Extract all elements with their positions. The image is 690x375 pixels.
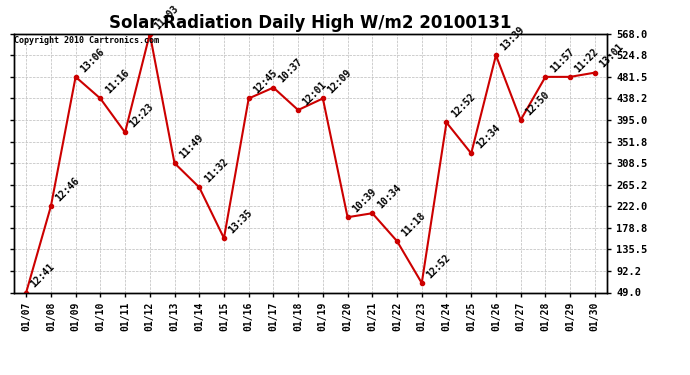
Text: 12:23: 12:23 [128,102,156,130]
Text: 11:16: 11:16 [103,68,131,96]
Text: 13:35: 13:35 [227,207,255,236]
Text: 10:34: 10:34 [375,183,403,210]
Text: 11:22: 11:22 [573,46,601,74]
Text: 11:49: 11:49 [177,132,205,160]
Text: 12:46: 12:46 [54,176,81,204]
Text: 11:32: 11:32 [202,157,230,184]
Text: 12:09: 12:09 [326,68,353,96]
Text: 12:50: 12:50 [524,89,551,117]
Text: 11:03: 11:03 [152,3,180,31]
Text: 12:52: 12:52 [424,252,453,280]
Text: 12:01: 12:01 [301,80,328,107]
Text: 12:34: 12:34 [474,123,502,151]
Text: 12:52: 12:52 [449,92,477,120]
Text: 12:41: 12:41 [29,262,57,290]
Text: Copyright 2010 Cartronics.com: Copyright 2010 Cartronics.com [14,36,159,45]
Text: 13:39: 13:39 [499,25,526,52]
Title: Solar Radiation Daily High W/m2 20100131: Solar Radiation Daily High W/m2 20100131 [109,14,512,32]
Text: 13:01: 13:01 [598,42,625,70]
Text: 12:45: 12:45 [251,68,279,96]
Text: 10:37: 10:37 [276,57,304,85]
Text: 13:06: 13:06 [79,46,106,74]
Text: 10:39: 10:39 [351,187,378,214]
Text: 11:57: 11:57 [548,46,576,74]
Text: 11:18: 11:18 [400,210,428,238]
